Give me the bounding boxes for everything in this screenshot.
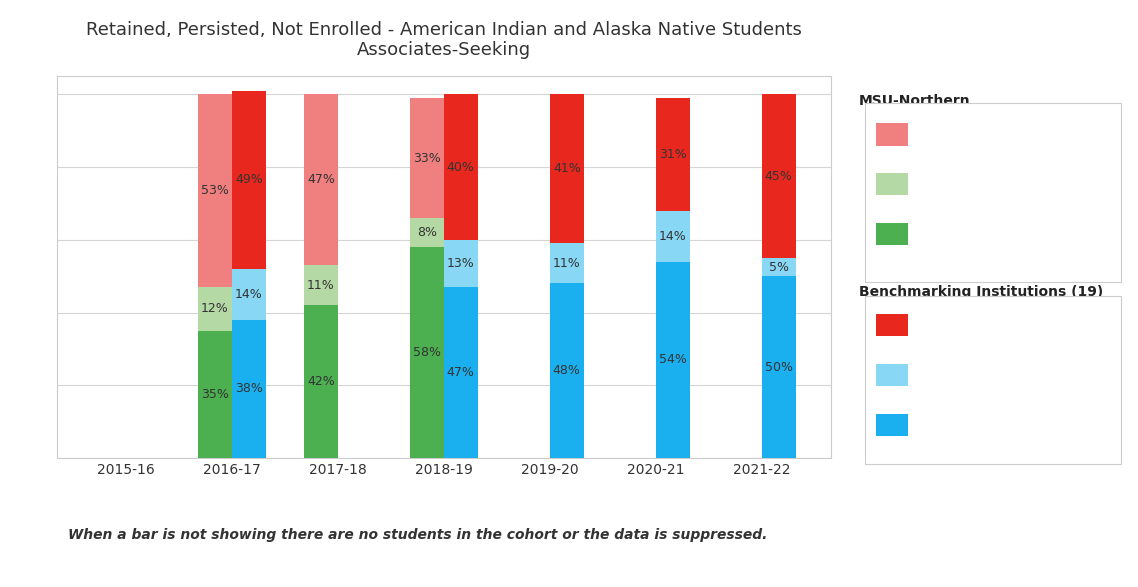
Text: Retained: Retained [918, 228, 974, 241]
Bar [444, 240, 478, 287]
Text: 50%: 50% [765, 360, 793, 373]
Bar [232, 320, 266, 458]
Text: 31%: 31% [659, 148, 686, 161]
Bar [444, 95, 478, 240]
Bar [655, 98, 690, 211]
Text: 8%: 8% [417, 226, 437, 239]
Bar [198, 95, 232, 287]
Bar [304, 265, 338, 305]
Text: Not Enrolled: Not Enrolled [918, 319, 996, 332]
Text: 42%: 42% [307, 375, 335, 388]
Text: Persisted: Persisted [918, 369, 975, 382]
Text: 53%: 53% [201, 184, 229, 197]
Bar [198, 287, 232, 330]
Bar [550, 95, 584, 244]
Text: 11%: 11% [553, 257, 580, 270]
Text: 48%: 48% [553, 364, 580, 377]
Text: 5%: 5% [769, 261, 789, 274]
Text: 40%: 40% [447, 161, 475, 174]
Text: 49%: 49% [234, 173, 263, 187]
Text: 47%: 47% [307, 173, 335, 187]
Text: 35%: 35% [201, 388, 229, 401]
Bar [761, 95, 795, 258]
Text: Retained: Retained [918, 419, 974, 431]
Bar [761, 258, 795, 276]
Bar [410, 247, 444, 458]
Bar [304, 95, 338, 265]
Bar [655, 262, 690, 458]
Text: MSU-Northern: MSU-Northern [859, 94, 971, 108]
Text: 14%: 14% [234, 288, 263, 301]
Text: 12%: 12% [201, 302, 229, 315]
Bar [410, 98, 444, 218]
Text: 33%: 33% [413, 151, 440, 164]
Text: 54%: 54% [659, 353, 686, 366]
Text: Benchmarking Institutions (19): Benchmarking Institutions (19) [859, 285, 1104, 299]
Text: 47%: 47% [447, 366, 475, 379]
Bar [550, 244, 584, 284]
Text: 58%: 58% [413, 346, 440, 359]
Text: 38%: 38% [234, 382, 263, 395]
Bar [304, 305, 338, 458]
Bar [410, 218, 444, 247]
Text: Not Enrolled: Not Enrolled [918, 128, 996, 141]
Bar [198, 330, 232, 458]
Bar [444, 287, 478, 458]
Title: Retained, Persisted, Not Enrolled - American Indian and Alaska Native Students
A: Retained, Persisted, Not Enrolled - Amer… [85, 21, 802, 59]
Bar [655, 211, 690, 262]
Text: 45%: 45% [765, 170, 793, 183]
Bar [761, 276, 795, 458]
Bar [550, 284, 584, 458]
Text: Persisted: Persisted [918, 178, 975, 191]
Bar [232, 91, 266, 269]
Text: 41%: 41% [553, 163, 580, 176]
Text: 11%: 11% [307, 279, 335, 292]
Text: When a bar is not showing there are no students in the cohort or the data is sup: When a bar is not showing there are no s… [68, 528, 768, 542]
Text: 14%: 14% [659, 230, 686, 242]
Bar [232, 269, 266, 320]
Text: 13%: 13% [447, 257, 475, 270]
